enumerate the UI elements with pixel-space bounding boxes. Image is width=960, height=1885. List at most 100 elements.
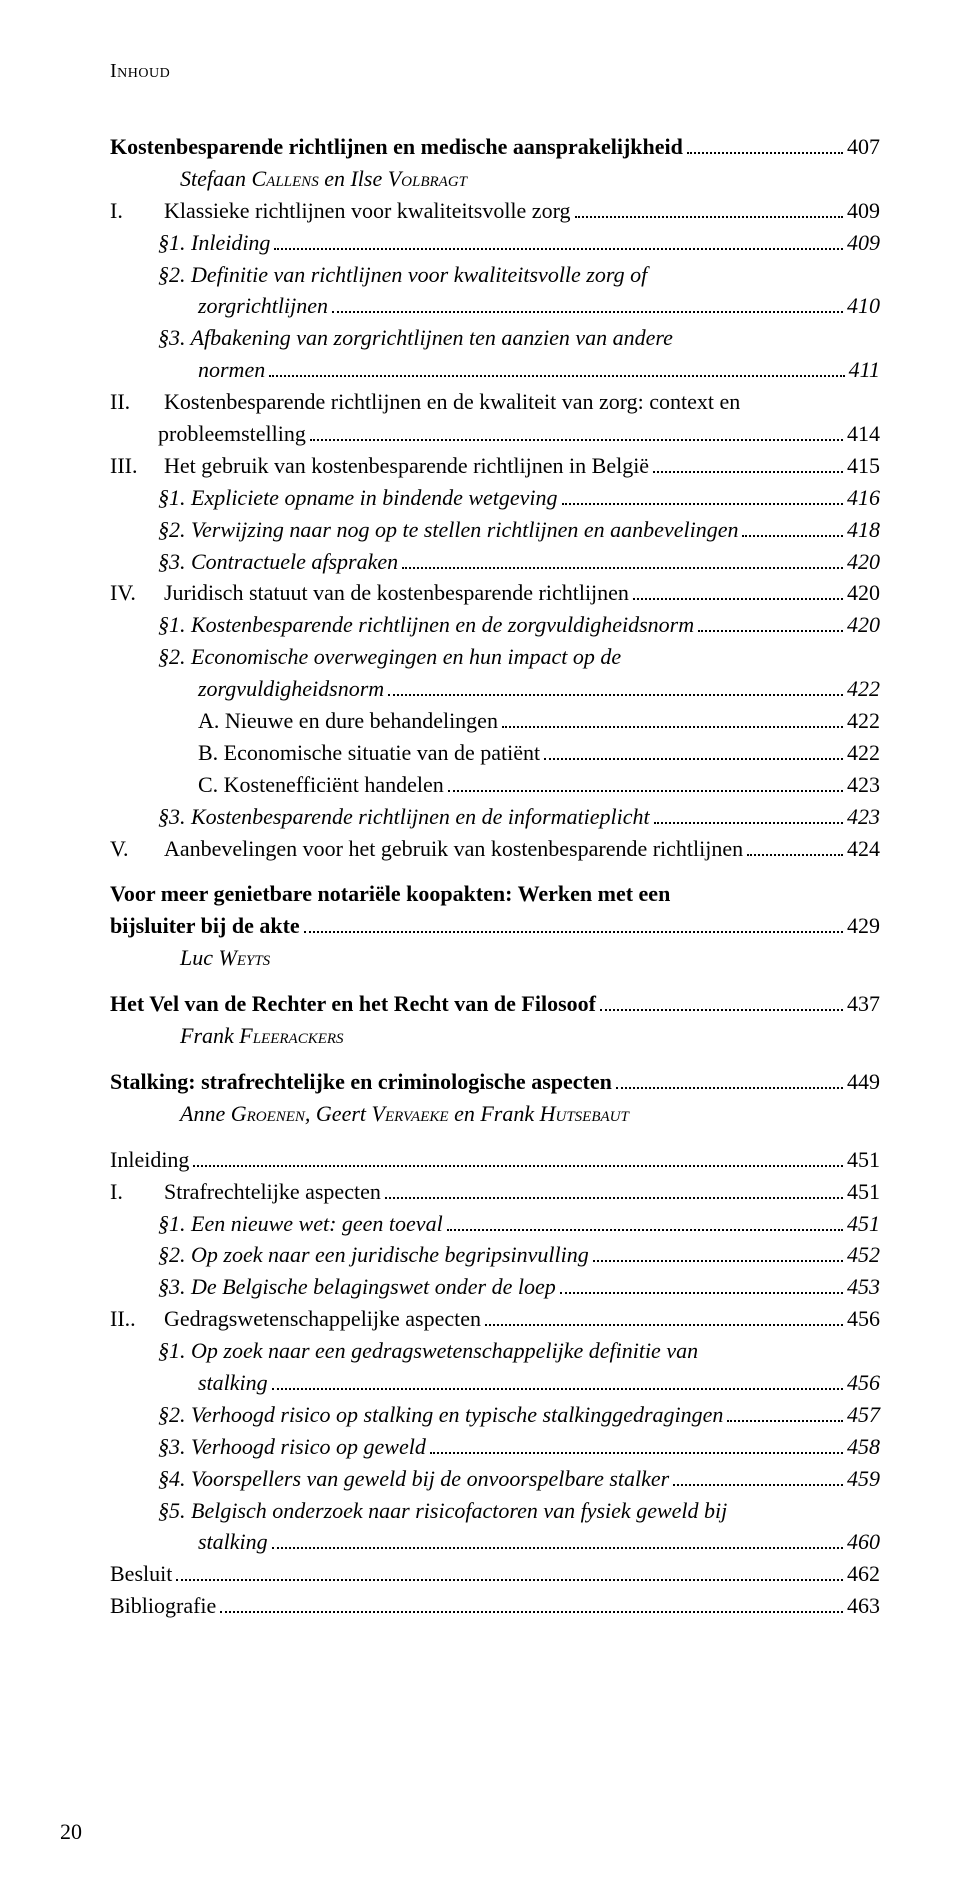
toc-label: Juridisch statuut van de kostenbesparend… [164, 577, 629, 609]
toc-page: 460 [847, 1526, 880, 1558]
toc-entry: Inleiding451 [110, 1144, 880, 1176]
author-part: Groenen [231, 1101, 305, 1126]
toc-page: 423 [847, 801, 880, 833]
author-part: Weyts [219, 945, 271, 970]
toc-marker: II. [110, 386, 164, 418]
toc-leader-dots [562, 490, 843, 505]
toc-entry: B. Economische situatie van de patiënt42… [110, 737, 880, 769]
toc-page: 459 [847, 1463, 880, 1495]
toc-entry: Besluit462 [110, 1558, 880, 1590]
author-part: Vervaeke [372, 1101, 449, 1126]
toc-leader-dots [687, 139, 843, 154]
page-number: 20 [60, 1819, 82, 1845]
toc-page: 420 [847, 546, 880, 578]
toc-page: 416 [847, 482, 880, 514]
toc-label: §1. Een nieuwe wet: geen toeval [158, 1208, 443, 1240]
toc-entry: zorgvuldigheidsnorm422 [110, 673, 880, 705]
toc-entry: V.Aanbevelingen voor het gebruik van kos… [110, 833, 880, 865]
toc-label: C. Kostenefficiënt handelen [198, 769, 444, 801]
toc-entry: normen 411 [110, 354, 880, 386]
toc-leader-dots [673, 1470, 843, 1485]
toc-leader-dots [575, 203, 844, 218]
toc-entry: §1. Kostenbesparende richtlijnen en de z… [110, 609, 880, 641]
toc-leader-dots [654, 809, 843, 824]
toc-label: stalking [198, 1367, 268, 1399]
toc-label: zorgrichtlijnen [198, 290, 328, 322]
toc-page: 420 [847, 609, 880, 641]
toc-leader-dots [698, 617, 843, 632]
toc-leader-dots [544, 745, 843, 760]
toc-page: 451 [847, 1176, 880, 1208]
toc-entry: C. Kostenefficiënt handelen423 [110, 769, 880, 801]
toc-label: Kostenbesparende richtlijnen en medische… [110, 131, 683, 163]
toc-entry: Het Vel van de Rechter en het Recht van … [110, 988, 880, 1020]
toc-page: 422 [847, 673, 880, 705]
toc-leader-dots [220, 1598, 843, 1613]
toc-page: 456 [847, 1367, 880, 1399]
toc-label: normen [198, 354, 265, 386]
toc-marker: I. [110, 195, 164, 227]
toc-page: 411 [849, 354, 880, 386]
toc-entry: IV.Juridisch statuut van de kostenbespar… [110, 577, 880, 609]
toc-entry: §1. Inleiding409 [110, 227, 880, 259]
toc-entry: §5. Belgisch onderzoek naar risicofactor… [110, 1495, 880, 1527]
toc-page: 452 [847, 1239, 880, 1271]
author-part: Stefaan [180, 166, 252, 191]
toc-label: §3. Afbakening van zorgrichtlijnen ten a… [158, 322, 673, 354]
toc-label: §4. Voorspellers van geweld bij de onvoo… [158, 1463, 669, 1495]
toc-leader-dots [304, 918, 843, 933]
toc-label: Het gebruik van kostenbesparende richtli… [164, 450, 649, 482]
toc-entry: III.Het gebruik van kostenbesparende ric… [110, 450, 880, 482]
toc-entry: probleemstelling 414 [110, 418, 880, 450]
toc-label: §2. Definitie van richtlijnen voor kwali… [158, 259, 647, 291]
toc-label: stalking [198, 1526, 268, 1558]
author-part: Callens [252, 166, 319, 191]
toc-page: 414 [847, 418, 880, 450]
toc-label: §1. Expliciete opname in bindende wetgev… [158, 482, 558, 514]
toc-marker: V. [110, 833, 164, 865]
toc-page: 422 [847, 737, 880, 769]
toc-leader-dots [593, 1247, 843, 1262]
toc-entry: II.Kostenbesparende richtlijnen en de kw… [110, 386, 880, 418]
toc-label: §5. Belgisch onderzoek naar risicofactor… [158, 1495, 727, 1527]
toc-entry: zorgrichtlijnen410 [110, 290, 880, 322]
toc-entry: §2. Definitie van richtlijnen voor kwali… [110, 259, 880, 291]
toc-label: Aanbevelingen voor het gebruik van koste… [164, 833, 743, 865]
author-part: Hutsebaut [540, 1101, 629, 1126]
toc-entry: §2. Verhoogd risico op stalking en typis… [110, 1399, 880, 1431]
toc-marker: I. [110, 1176, 164, 1208]
toc-entry: bijsluiter bij de akte429 [110, 910, 880, 942]
toc-label: probleemstelling [158, 418, 306, 450]
toc-page: 407 [847, 131, 880, 163]
toc-leader-dots [430, 1439, 843, 1454]
author-part: Anne [180, 1101, 231, 1126]
toc-leader-dots [274, 234, 843, 249]
toc-label: §1. Op zoek naar een gedragswetenschappe… [158, 1335, 698, 1367]
toc-leader-dots [560, 1279, 843, 1294]
toc-label: Inleiding [110, 1144, 189, 1176]
author-part: Fleerackers [239, 1023, 343, 1048]
toc-leader-dots [727, 1407, 843, 1422]
toc-label: Kostenbesparende richtlijnen en de kwali… [164, 386, 740, 418]
toc-label: §2. Verwijzing naar nog op te stellen ri… [158, 514, 738, 546]
toc-entry: §2. Economische overwegingen en hun impa… [110, 641, 880, 673]
author-part: Frank [180, 1023, 239, 1048]
toc-entry: I.Strafrechtelijke aspecten451 [110, 1176, 880, 1208]
toc-page: 418 [847, 514, 880, 546]
author-part: , Geert [305, 1101, 372, 1126]
toc-label: Het Vel van de Rechter en het Recht van … [110, 988, 596, 1020]
toc-leader-dots [633, 585, 843, 600]
toc-leader-dots [600, 996, 843, 1011]
toc-leader-dots [176, 1566, 843, 1581]
toc-label: A. Nieuwe en dure behandelingen [198, 705, 498, 737]
toc-leader-dots [193, 1152, 843, 1167]
toc-leader-dots [388, 681, 843, 696]
toc-page: 453 [847, 1271, 880, 1303]
toc-entry: A. Nieuwe en dure behandelingen422 [110, 705, 880, 737]
toc-leader-dots [616, 1074, 843, 1089]
toc-page: 429 [847, 910, 880, 942]
toc-entry: §3. Kostenbesparende richtlijnen en de i… [110, 801, 880, 833]
author-part: en Frank [449, 1101, 540, 1126]
toc-entry: Voor meer genietbare notariële koopakten… [110, 878, 880, 910]
spacer [110, 974, 880, 988]
